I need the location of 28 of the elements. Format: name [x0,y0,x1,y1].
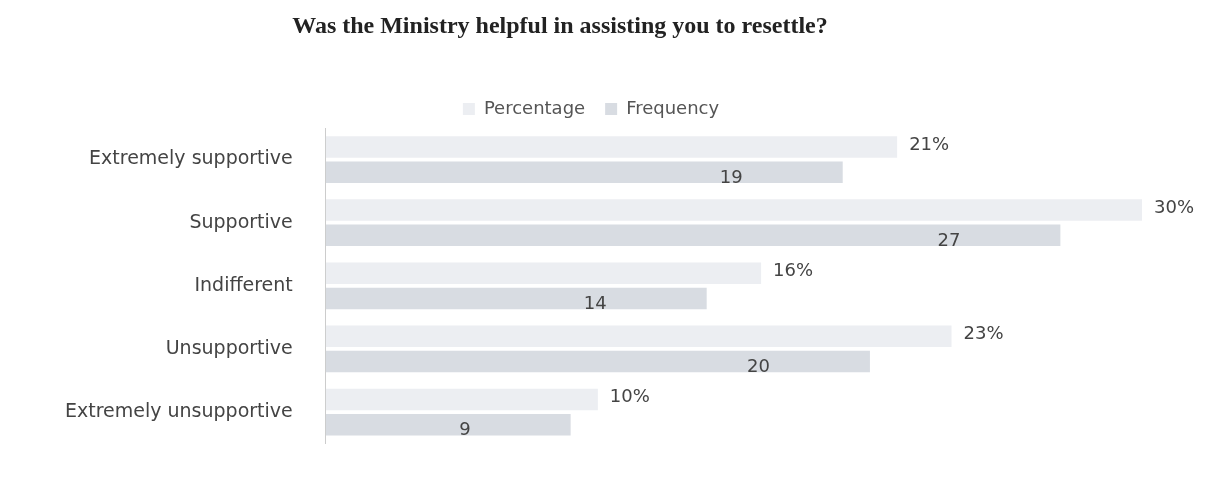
data-label: 14 [583,292,607,314]
chart-title: Was the Ministry helpful in assisting you to resettle? [291,12,829,39]
bar [325,262,762,284]
bar [325,350,870,373]
data-label: 10% [609,385,650,407]
data-label: 30% [1154,195,1195,217]
bar [325,287,707,310]
bar [325,224,1061,247]
data-label: 19 [719,165,743,187]
bar [325,199,1142,221]
y-tick-label: Extremely unsupportive [64,398,293,421]
legend-label: Frequency [626,96,720,118]
data-label: 9 [459,418,471,440]
data-label: 21% [909,132,950,154]
bar [325,136,898,158]
y-tick-label: Supportive [189,209,293,232]
bar [325,161,843,183]
data-label: 16% [773,258,814,280]
data-label: 20 [747,355,770,377]
y-tick-label: Unsupportive [165,335,293,358]
data-label: 27 [937,228,961,250]
data-label: 23% [963,321,1004,343]
legend-label: Percentage [483,96,586,118]
bar [325,388,598,411]
bar [325,413,571,436]
bar [325,325,952,348]
y-tick-label: Indifferent [194,272,293,295]
y-tick-label: Extremely supportive [89,146,293,169]
